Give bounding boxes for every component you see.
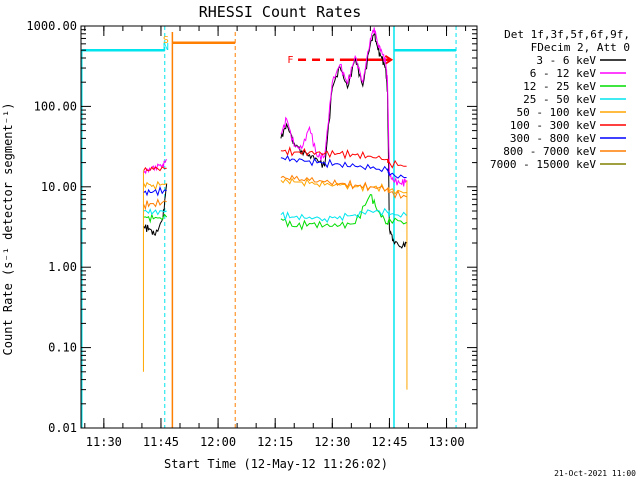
- legend-header: Det 1f,3f,5f,6f,9f,: [504, 28, 630, 41]
- series-line-0: [143, 32, 407, 249]
- legend-entry-label: 100 - 300 keV: [510, 119, 596, 132]
- y-tick-label: 1.00: [48, 260, 77, 274]
- annotation-s: S: [163, 35, 169, 46]
- chart-title: RHESSI Count Rates: [199, 3, 362, 21]
- footer-date: 21-Oct-2021 11:00: [554, 469, 636, 478]
- legend-entry-label: 50 - 100 keV: [517, 106, 597, 119]
- legend-entry-label: 7000 - 15000 keV: [490, 158, 596, 171]
- series-line-1: [143, 27, 408, 187]
- y-tick-label: 100.00: [34, 99, 77, 113]
- legend: Det 1f,3f,5f,6f,9f,FDecim 2, Att 03 - 6 …: [490, 28, 630, 171]
- legend-header: FDecim 2, Att 0: [531, 41, 630, 54]
- flare-flag-arrow: [384, 54, 394, 65]
- y-tick-label: 0.01: [48, 421, 77, 435]
- legend-entry-label: 300 - 800 keV: [510, 132, 596, 145]
- x-tick-label: 12:00: [200, 435, 236, 449]
- series-line-7: [143, 174, 407, 211]
- x-tick-label: 13:00: [428, 435, 464, 449]
- y-tick-label: 10.00: [41, 180, 77, 194]
- legend-entry-label: 12 - 25 keV: [523, 80, 596, 93]
- x-tick-label: 12:45: [371, 435, 407, 449]
- annotation-f: F: [287, 55, 293, 66]
- axes: 1000.00 100.00 10.00 1.00 0.10 0.01 11:30 11:45…: [26, 19, 478, 449]
- x-tick-label: 11:45: [143, 435, 179, 449]
- legend-entry-label: 6 - 12 keV: [530, 67, 597, 80]
- plot-frame: [80, 25, 478, 429]
- y-tick-label: 1000.00: [26, 19, 77, 33]
- x-tick-label: 12:15: [257, 435, 293, 449]
- legend-entry-label: 3 - 6 keV: [536, 54, 596, 67]
- x-axis-label: Start Time (12-May-12 11:26:02): [164, 457, 388, 471]
- series-line-4: [143, 177, 407, 195]
- plot-area: SN F: [81, 26, 457, 428]
- series-line-3: [143, 207, 407, 223]
- y-tick-label: 0.10: [48, 341, 77, 355]
- legend-entry-label: 25 - 50 keV: [523, 93, 596, 106]
- legend-entry-label: 800 - 7000 keV: [503, 145, 596, 158]
- series-line-5: [143, 145, 407, 172]
- series-line-2: [143, 194, 407, 231]
- series-line-6: [143, 154, 407, 197]
- y-axis-label: Count Rate (s⁻¹ detector segment⁻¹): [1, 103, 15, 356]
- annotation-n: N: [163, 42, 169, 53]
- x-tick-label: 11:30: [86, 435, 122, 449]
- x-tick-label: 12:30: [314, 435, 350, 449]
